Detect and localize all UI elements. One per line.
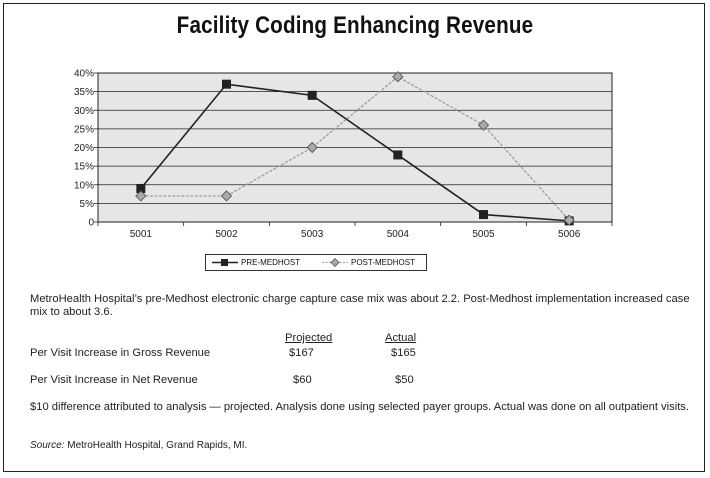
source-label: Source: xyxy=(30,440,65,451)
data-point xyxy=(563,214,575,226)
summary-text: MetroHealth Hospital’s pre-Medhost elect… xyxy=(30,293,690,318)
data-point xyxy=(135,190,147,202)
row-net-projected: $60 xyxy=(293,374,312,386)
source-line: Source: MetroHealth Hospital, Grand Rapi… xyxy=(30,440,247,451)
legend-item-pre: PRE-MEDHOST xyxy=(212,258,300,267)
y-tick-label: 10% xyxy=(74,180,94,191)
y-tick-label: 0 xyxy=(88,218,94,229)
data-point xyxy=(307,90,317,100)
legend-post-swatch xyxy=(322,258,348,267)
y-tick-label: 25% xyxy=(74,124,94,135)
row-gross-projected: $167 xyxy=(289,347,314,359)
y-tick-label: 40% xyxy=(74,69,94,80)
row-gross-actual: $165 xyxy=(391,347,416,359)
data-point xyxy=(306,141,318,154)
data-point xyxy=(477,119,490,131)
y-tick-label: 15% xyxy=(74,162,94,173)
series-line xyxy=(140,83,570,222)
source-text: MetroHealth Hospital, Grand Rapids, MI. xyxy=(64,440,248,451)
x-tick-label: 5006 xyxy=(558,229,581,240)
legend-post-label: POST-MEDHOST xyxy=(351,258,416,267)
x-tick-label: 5004 xyxy=(387,229,410,240)
row-label-gross: Per Visit Increase in Gross Revenue xyxy=(30,347,211,359)
data-point xyxy=(392,71,404,83)
row-net-actual: $50 xyxy=(395,374,414,386)
x-tick-label: 5001 xyxy=(130,229,153,240)
data-point xyxy=(393,150,403,160)
row-label-net: Per Visit Increase in Net Revenue xyxy=(30,374,198,386)
series-line xyxy=(140,75,570,221)
y-tick-label: 20% xyxy=(74,143,94,154)
x-tick-label: 5005 xyxy=(472,229,495,240)
chart-legend: PRE-MEDHOST POST-MEDHOST xyxy=(205,254,427,271)
y-tick-label: 35% xyxy=(74,87,94,98)
note-text: $10 difference attributed to analysis — … xyxy=(30,401,690,413)
y-tick-label: 5% xyxy=(80,199,95,210)
data-point xyxy=(222,79,231,89)
col-header-actual: Actual xyxy=(385,332,417,344)
legend-item-post: POST-MEDHOST xyxy=(322,258,415,267)
x-tick-label: 5002 xyxy=(215,229,238,240)
series-post-medhost xyxy=(135,71,575,226)
legend-pre-label: PRE-MEDHOST xyxy=(241,258,301,267)
data-point xyxy=(136,183,146,193)
legend-pre-swatch xyxy=(212,259,238,266)
data-point xyxy=(479,210,488,220)
x-tick-label: 5003 xyxy=(301,229,324,240)
chart-title: Facility Coding Enhancing Revenue xyxy=(176,12,534,39)
data-point xyxy=(220,190,233,202)
y-tick-label: 30% xyxy=(74,106,94,117)
col-header-projected: Projected xyxy=(285,332,333,344)
